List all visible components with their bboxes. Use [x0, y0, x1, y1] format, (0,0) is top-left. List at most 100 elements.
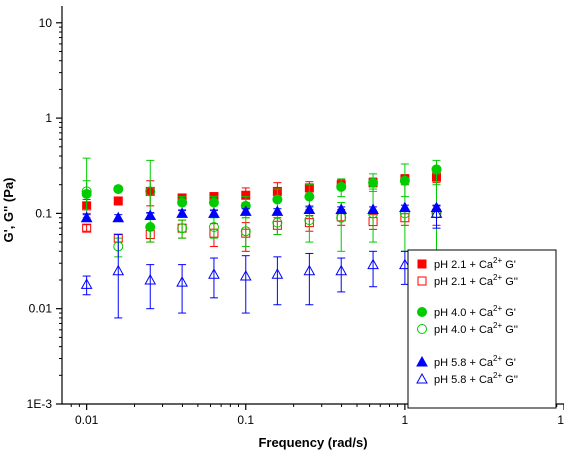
- data-point: [113, 184, 124, 195]
- y-tick-label: 1E-3: [27, 397, 53, 411]
- data-point: [304, 215, 315, 226]
- legend-label-sup: 2+: [493, 256, 502, 265]
- data-point: [113, 196, 123, 206]
- legend-label-text: pH 5.8 + Ca: [434, 357, 494, 369]
- data-point: [399, 201, 411, 213]
- y-tick-label: 10: [39, 16, 53, 30]
- legend-entry: pH 4.0 + Ca2+ G'': [417, 321, 518, 336]
- data-point: [303, 264, 316, 276]
- data-point: [368, 177, 379, 188]
- series-2: [82, 205, 441, 252]
- series-6: [80, 205, 443, 319]
- data-point: [335, 264, 348, 276]
- data-point: [144, 209, 157, 221]
- series-5: [80, 201, 443, 223]
- data-point: [176, 276, 188, 287]
- data-point: [208, 207, 220, 218]
- legend-label: pH 4.0 + Ca2+ G': [434, 304, 516, 319]
- x-tick-label: 1: [402, 413, 409, 427]
- data-point: [430, 207, 443, 218]
- legend-marker: [416, 355, 428, 367]
- legend-marker: [417, 324, 427, 334]
- legend-label-text: pH 4.0 + Ca: [434, 307, 494, 319]
- data-point: [367, 258, 379, 270]
- data-point: [145, 186, 156, 197]
- data-point: [272, 194, 283, 205]
- data-point: [304, 191, 315, 202]
- legend-label: pH 2.1 + Ca2+ G'': [434, 273, 518, 288]
- data-point: [112, 211, 125, 223]
- axes-layer: 0.01 0.1 1 10 1E-3 0.01 0.1 1 10: [27, 6, 564, 427]
- data-point: [177, 197, 188, 208]
- legend-marker: [417, 307, 427, 317]
- legend-marker: [416, 372, 428, 384]
- data-point: [81, 186, 92, 197]
- data-point: [303, 203, 316, 214]
- data-point: [177, 223, 188, 234]
- legend-label-sup: 2+: [493, 354, 502, 363]
- legend-label-suffix: G': [502, 307, 516, 319]
- data-point: [176, 207, 188, 218]
- data-point: [144, 273, 157, 285]
- data-point: [208, 221, 219, 232]
- legend-label-text: pH 4.0 + Ca: [434, 324, 494, 336]
- y-tick-label: 0.1: [35, 206, 52, 220]
- data-point: [399, 175, 410, 186]
- legend-entry: pH 2.1 + Ca2+ G': [417, 256, 516, 271]
- data-point: [112, 264, 125, 276]
- legend-entry: pH 5.8 + Ca2+ G': [416, 354, 516, 369]
- legend-label: pH 4.0 + Ca2+ G'': [434, 321, 518, 336]
- y-tick-label: 1: [45, 111, 52, 125]
- data-point: [239, 205, 252, 216]
- legend-label-suffix: G'': [502, 276, 518, 288]
- data-point: [239, 270, 252, 281]
- x-tick-label: 10: [557, 413, 564, 427]
- x-tick-label: 0.01: [75, 413, 99, 427]
- y-tick-label: 0.01: [29, 302, 53, 316]
- x-tick-label: 0.1: [237, 413, 254, 427]
- legend: pH 2.1 + Ca2+ G'pH 2.1 + Ca2+ G''pH 4.0 …: [407, 249, 557, 409]
- data-point: [80, 211, 93, 223]
- legend-entry: pH 2.1 + Ca2+ G'': [417, 273, 518, 288]
- legend-label-sup: 2+: [493, 371, 502, 380]
- data-point: [335, 203, 348, 214]
- legend-label-sup: 2+: [493, 304, 502, 313]
- legend-marker: [417, 276, 427, 286]
- data-point: [208, 268, 220, 279]
- legend-label: pH 5.8 + Ca2+ G'': [434, 371, 518, 386]
- data-layer: [80, 157, 443, 319]
- legend-entry: pH 5.8 + Ca2+ G'': [416, 371, 518, 386]
- x-axis-title: Frequency (rad/s): [258, 435, 367, 450]
- data-point: [399, 258, 411, 270]
- data-point: [145, 221, 156, 232]
- legend-label-suffix: G': [502, 259, 516, 271]
- legend-label-suffix: G': [502, 357, 516, 369]
- data-point: [208, 197, 219, 208]
- legend-label-suffix: G'': [502, 324, 518, 336]
- legend-label: pH 2.1 + Ca2+ G': [434, 256, 516, 271]
- data-point: [272, 217, 283, 228]
- legend-box: [407, 249, 557, 409]
- legend-label-text: pH 2.1 + Ca: [434, 276, 494, 288]
- data-point: [367, 203, 379, 214]
- y-axis-title: G', G'' (Pa): [1, 178, 16, 243]
- legend-label-sup: 2+: [493, 273, 502, 282]
- data-point: [82, 223, 92, 233]
- data-point: [271, 205, 284, 216]
- series-1: [82, 171, 441, 214]
- data-point: [336, 181, 347, 192]
- legend-label: pH 5.8 + Ca2+ G': [434, 354, 516, 369]
- legend-entry: pH 4.0 + Ca2+ G': [417, 304, 516, 319]
- data-point: [240, 226, 251, 237]
- legend-marker: [417, 259, 427, 269]
- data-point: [271, 268, 284, 279]
- series-3: [81, 157, 442, 243]
- data-point: [80, 278, 93, 289]
- legend-label-sup: 2+: [493, 321, 502, 330]
- legend-label-text: pH 5.8 + Ca: [434, 374, 494, 386]
- series-4: [81, 159, 442, 258]
- legend-label-suffix: G'': [502, 374, 518, 386]
- legend-label-text: pH 2.1 + Ca: [434, 259, 494, 271]
- data-point: [431, 164, 442, 175]
